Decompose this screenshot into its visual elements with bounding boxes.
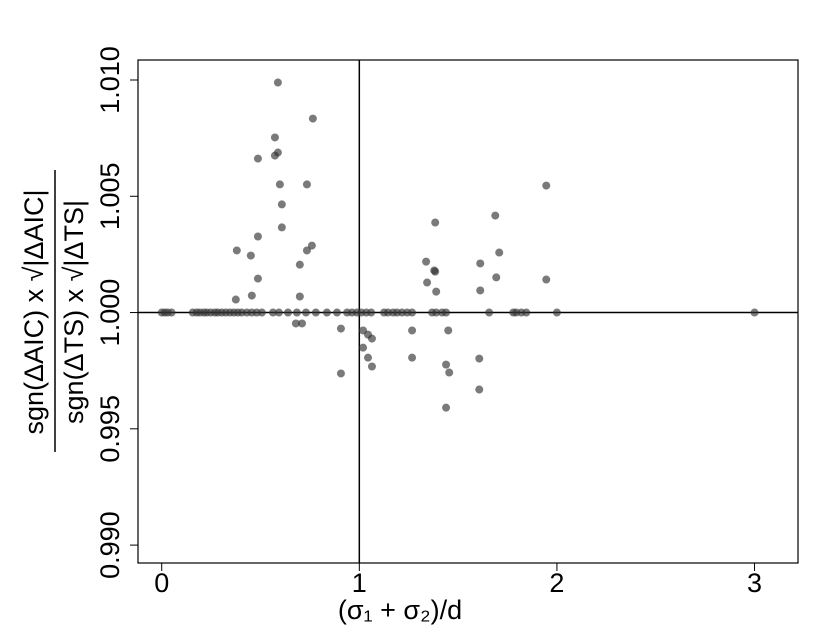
point: [253, 274, 262, 283]
y-axis-label-denominator: sgn(ΔTS) x √|ΔTS|: [59, 200, 89, 424]
point: [522, 308, 531, 317]
x-tick-label: 3: [747, 568, 762, 598]
point: [485, 308, 494, 317]
point: [291, 319, 300, 328]
point: [408, 308, 417, 317]
point: [292, 308, 301, 317]
point: [445, 368, 454, 377]
point: [367, 308, 376, 317]
x-tick-label: 1: [352, 568, 367, 598]
point: [432, 287, 441, 296]
point: [750, 308, 759, 317]
point: [336, 324, 345, 333]
point: [302, 180, 311, 189]
point: [308, 114, 317, 123]
point: [307, 241, 316, 250]
point: [311, 308, 320, 317]
point: [253, 232, 262, 241]
point: [246, 251, 255, 260]
point: [495, 248, 504, 257]
y-tick-label: 0.990: [95, 511, 125, 579]
y-tick-label: 0.995: [95, 395, 125, 463]
point: [542, 275, 551, 284]
point: [302, 246, 311, 255]
point: [274, 308, 283, 317]
point: [322, 308, 331, 317]
y-tick-label: 1.010: [95, 46, 125, 114]
point: [270, 151, 279, 160]
point: [431, 218, 440, 227]
point: [444, 326, 453, 335]
point: [442, 308, 451, 317]
point: [277, 223, 286, 232]
point: [270, 133, 279, 142]
point: [422, 257, 431, 266]
point: [257, 308, 266, 317]
point: [336, 369, 345, 378]
point: [275, 180, 284, 189]
x-tick-label: 2: [549, 568, 564, 598]
point: [167, 308, 176, 317]
point: [476, 286, 485, 295]
point: [298, 319, 307, 328]
point: [295, 260, 304, 269]
point: [491, 211, 500, 220]
point: [268, 308, 277, 317]
y-axis-label-numerator: sgn(ΔAIC) x √|ΔAIC|: [19, 190, 49, 435]
point: [432, 308, 441, 317]
point: [247, 291, 256, 300]
point: [273, 78, 282, 87]
point: [431, 267, 440, 276]
point: [277, 200, 286, 209]
point: [475, 385, 484, 394]
point: [301, 308, 310, 317]
point: [408, 326, 417, 335]
point: [295, 292, 304, 301]
point: [332, 308, 341, 317]
point: [232, 246, 241, 255]
point: [492, 273, 501, 282]
point: [423, 278, 432, 287]
plot-frame: [137, 59, 799, 564]
point: [408, 353, 417, 362]
point: [359, 343, 368, 352]
point: [364, 353, 373, 362]
point: [442, 403, 451, 412]
point: [476, 259, 485, 268]
point: [283, 308, 292, 317]
point: [475, 354, 484, 363]
point: [542, 181, 551, 190]
point: [367, 334, 376, 343]
x-axis-label: (σ₁ + σ₂)/d: [338, 595, 462, 625]
point: [442, 360, 451, 369]
point: [367, 362, 376, 371]
point: [253, 154, 262, 163]
y-tick-label: 1.000: [95, 279, 125, 347]
x-tick-label: 0: [154, 568, 169, 598]
point: [552, 308, 561, 317]
point: [231, 295, 240, 304]
y-tick-label: 1.005: [95, 162, 125, 230]
